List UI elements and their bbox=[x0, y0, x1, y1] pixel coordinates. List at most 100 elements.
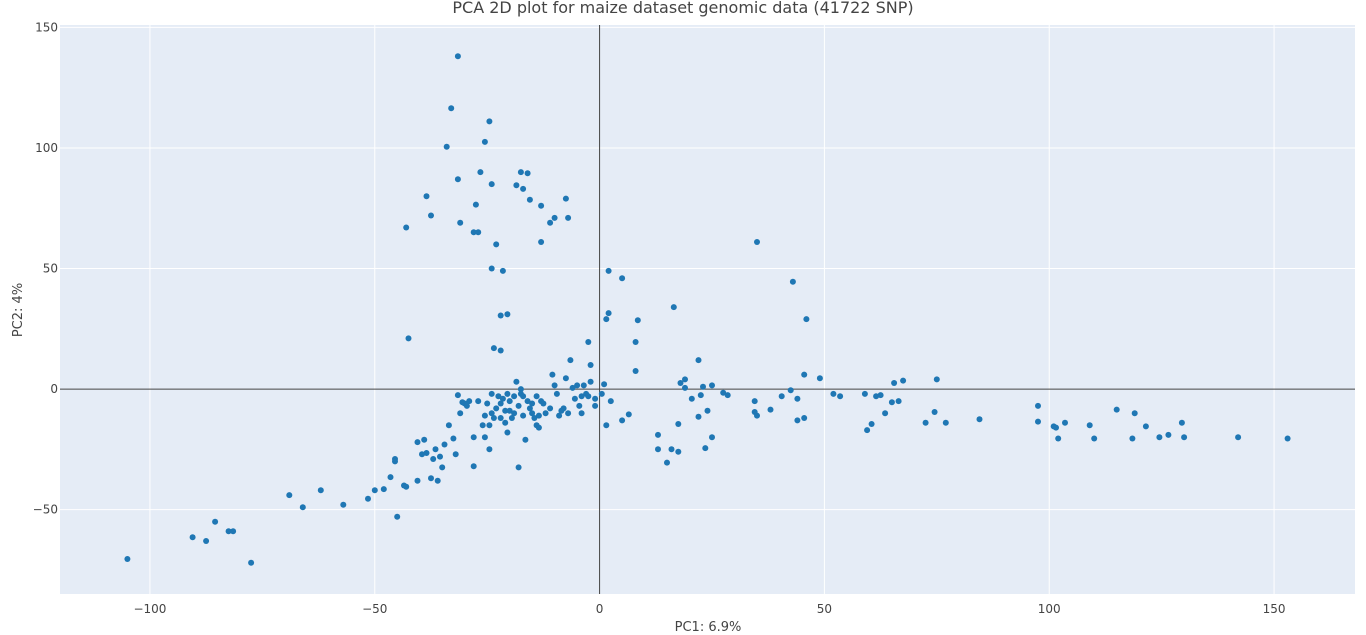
data-point bbox=[1091, 435, 1098, 442]
data-point bbox=[632, 339, 639, 345]
data-point bbox=[380, 486, 387, 493]
data-point bbox=[605, 267, 612, 274]
data-point bbox=[976, 416, 983, 423]
data-point bbox=[538, 202, 545, 209]
data-point bbox=[682, 376, 688, 383]
data-point bbox=[421, 436, 428, 443]
data-point bbox=[767, 406, 774, 413]
data-point bbox=[450, 435, 457, 442]
data-point bbox=[569, 384, 576, 391]
data-point bbox=[560, 405, 567, 412]
y-tick-label: −50 bbox=[33, 503, 58, 517]
data-point bbox=[466, 398, 473, 405]
plot-area bbox=[60, 25, 1355, 594]
data-point bbox=[520, 412, 527, 419]
x-tick-label: 150 bbox=[1263, 602, 1286, 616]
data-point bbox=[695, 413, 702, 420]
data-point bbox=[432, 446, 439, 453]
data-point bbox=[754, 239, 760, 245]
data-point bbox=[414, 439, 421, 446]
y-tick-label: 50 bbox=[43, 262, 58, 276]
data-point bbox=[493, 405, 500, 412]
data-point bbox=[437, 453, 443, 460]
data-point bbox=[1165, 431, 1172, 438]
data-point bbox=[403, 224, 410, 231]
y-tick-label: 150 bbox=[35, 20, 58, 34]
data-point bbox=[486, 422, 493, 429]
data-point bbox=[457, 219, 464, 226]
data-point bbox=[522, 436, 529, 443]
data-point bbox=[830, 390, 837, 397]
data-point bbox=[634, 317, 641, 324]
data-point bbox=[1142, 423, 1149, 430]
data-point bbox=[513, 182, 520, 189]
data-point bbox=[709, 434, 715, 441]
data-point bbox=[504, 429, 511, 436]
data-point bbox=[488, 410, 495, 417]
data-point bbox=[547, 405, 554, 412]
data-point bbox=[778, 393, 785, 400]
x-tick-label: −100 bbox=[133, 602, 166, 616]
data-point bbox=[428, 475, 434, 482]
data-point bbox=[585, 393, 592, 400]
data-point bbox=[682, 384, 688, 391]
data-point bbox=[515, 402, 522, 409]
data-point bbox=[490, 345, 497, 352]
data-point bbox=[504, 311, 511, 318]
data-point bbox=[513, 378, 520, 385]
data-point bbox=[502, 419, 509, 426]
data-point bbox=[531, 415, 538, 421]
data-point bbox=[700, 383, 706, 390]
x-axis-ticks: −100 −50 0 50 100 150 bbox=[133, 602, 1285, 616]
data-point bbox=[801, 415, 808, 421]
data-point bbox=[562, 375, 569, 382]
data-point bbox=[506, 398, 513, 405]
data-point bbox=[299, 504, 306, 511]
data-point bbox=[1156, 434, 1163, 441]
data-point bbox=[922, 419, 929, 426]
data-point bbox=[697, 392, 704, 399]
data-point bbox=[816, 375, 823, 382]
data-point bbox=[1055, 435, 1062, 442]
data-point bbox=[1062, 419, 1068, 426]
gridlines bbox=[60, 25, 1355, 594]
data-point bbox=[592, 402, 599, 409]
x-axis-title: PC1: 6.9% bbox=[675, 620, 742, 635]
data-point bbox=[754, 412, 760, 419]
data-point bbox=[428, 212, 434, 219]
data-point bbox=[457, 410, 464, 417]
data-point bbox=[551, 214, 558, 221]
data-point bbox=[493, 241, 500, 248]
x-tick-label: 100 bbox=[1038, 602, 1061, 616]
data-point bbox=[625, 411, 632, 418]
data-points bbox=[124, 53, 1291, 566]
data-point bbox=[553, 390, 560, 397]
data-point bbox=[452, 451, 459, 458]
data-point bbox=[470, 229, 477, 236]
data-point bbox=[508, 415, 515, 421]
data-point bbox=[445, 422, 452, 429]
data-point bbox=[580, 382, 587, 389]
data-point bbox=[720, 389, 727, 396]
data-point bbox=[423, 193, 430, 200]
data-point bbox=[1129, 435, 1136, 442]
data-point bbox=[189, 534, 196, 541]
data-point bbox=[605, 310, 612, 317]
data-point bbox=[454, 176, 461, 183]
data-point bbox=[517, 169, 524, 176]
data-point bbox=[529, 400, 536, 407]
data-point bbox=[454, 392, 461, 399]
data-point bbox=[873, 393, 880, 400]
y-tick-label: 0 bbox=[50, 382, 58, 396]
data-point bbox=[248, 559, 255, 566]
data-point bbox=[502, 407, 509, 414]
data-point bbox=[392, 458, 398, 465]
data-point bbox=[488, 390, 495, 397]
data-point bbox=[542, 410, 549, 417]
data-point bbox=[861, 390, 868, 397]
data-point bbox=[787, 387, 794, 394]
data-point bbox=[403, 483, 410, 490]
data-point bbox=[547, 219, 554, 226]
data-point bbox=[441, 441, 448, 448]
data-point bbox=[578, 393, 585, 400]
